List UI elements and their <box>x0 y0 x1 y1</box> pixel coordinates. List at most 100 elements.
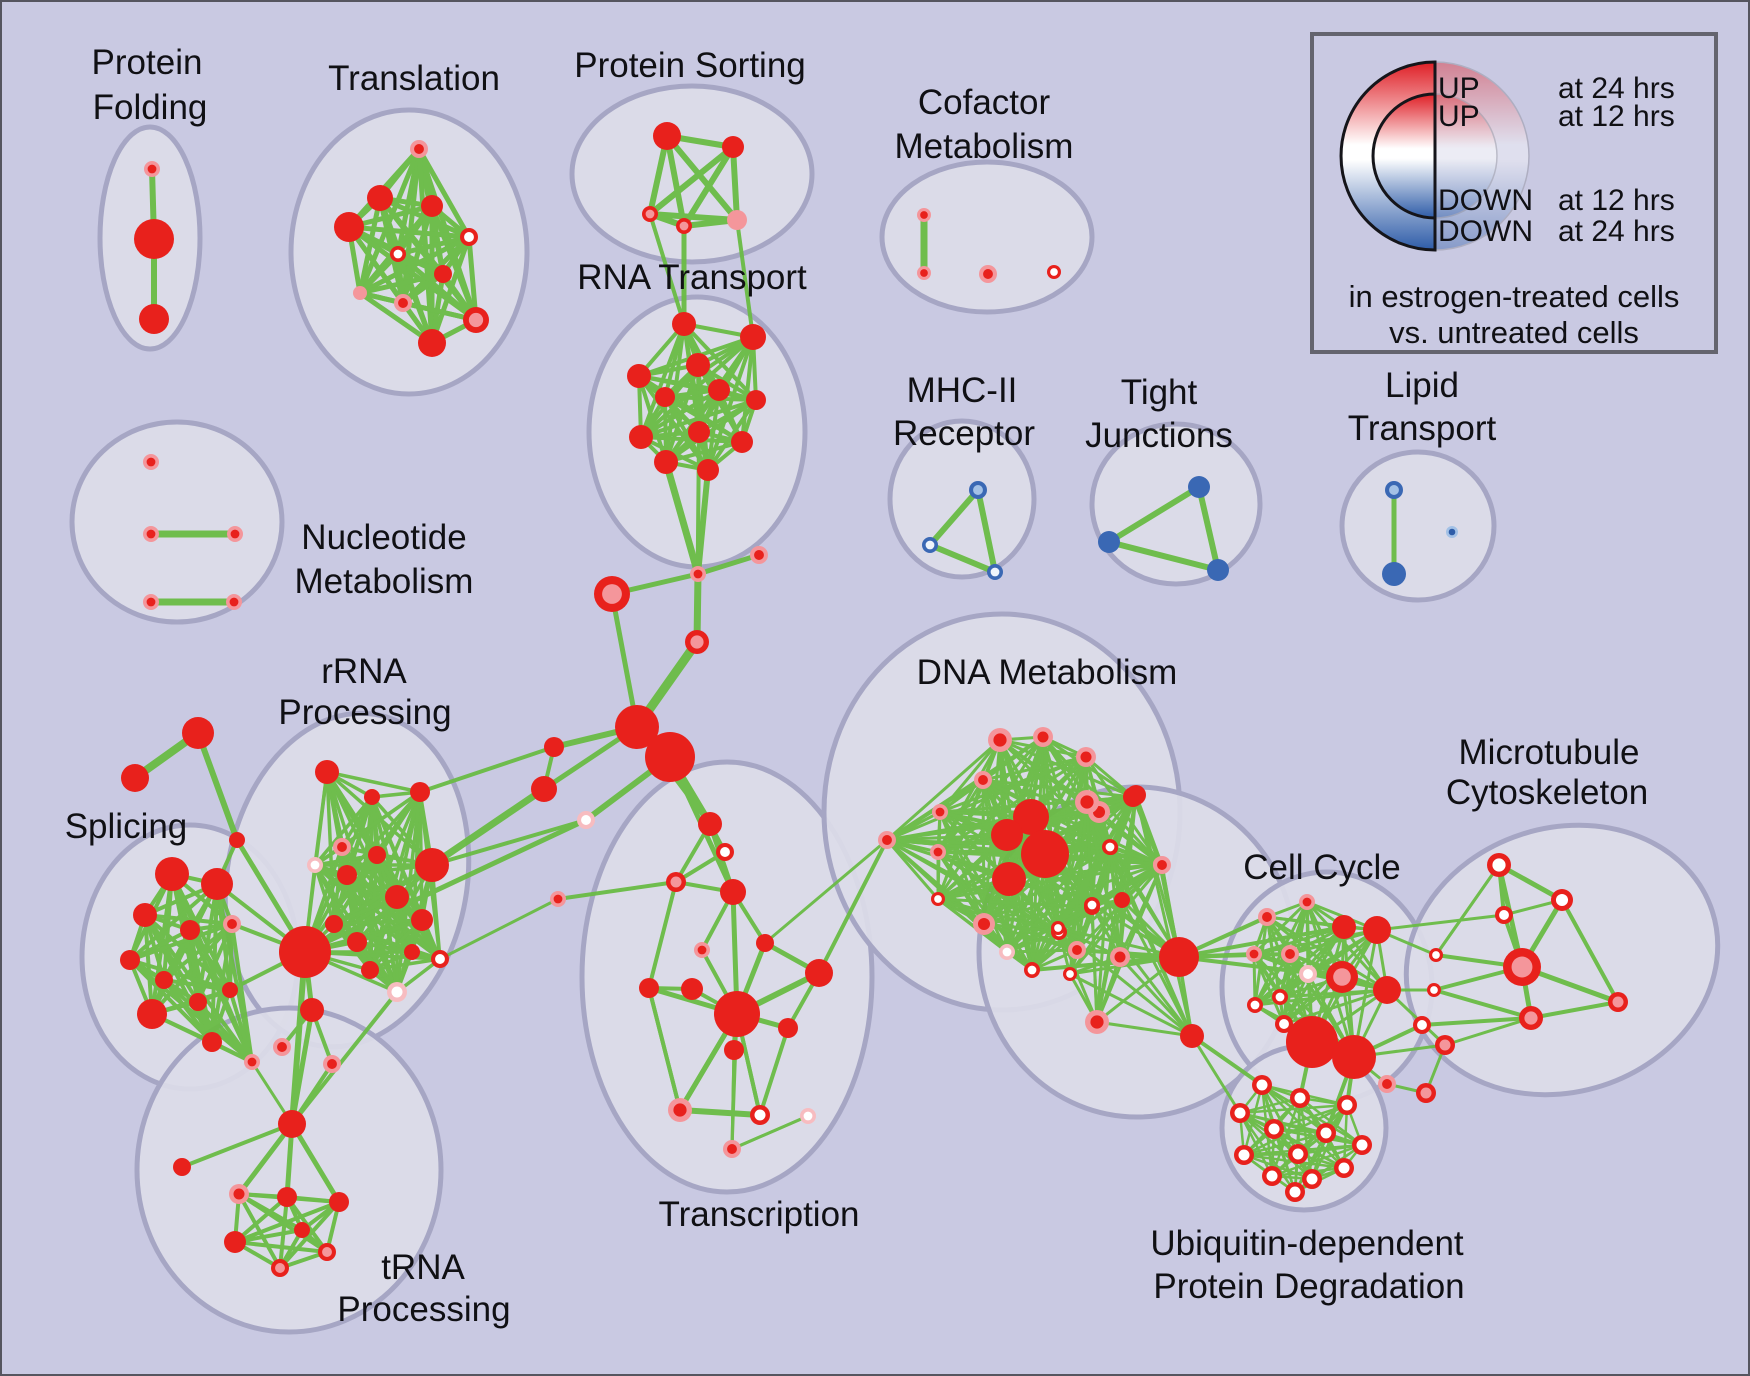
rrna-processing-edge <box>368 957 442 972</box>
rna-transport-node <box>708 379 730 401</box>
ubiquitin-degradation-node-center <box>1234 1107 1246 1119</box>
rrna-processing-node <box>279 926 331 978</box>
dna-metabolism-label: DNA Metabolism <box>917 653 1178 692</box>
trna-processing-edge <box>233 1200 341 1244</box>
legend-dir-up-12: UP <box>1438 100 1480 133</box>
rrna-processing-node <box>347 932 367 952</box>
microtubule-cytoskeleton-edge <box>1560 898 1620 1004</box>
mhc-ii-receptor-edge <box>927 487 981 548</box>
ubiquitin-degradation-node-center <box>1338 1162 1350 1174</box>
nucleotide-metabolism-ellipse <box>69 419 285 625</box>
rna-transport-node <box>655 387 675 407</box>
rrna-processing-node-center <box>337 842 347 852</box>
inter-cluster-edge <box>556 880 678 901</box>
inter-cluster-edge <box>817 838 889 975</box>
rrna-processing-node <box>315 760 339 784</box>
protein-sorting-edge <box>664 133 740 223</box>
nucleotide-metabolism-node-center <box>229 597 239 607</box>
cell-cycle-edge <box>1252 928 1379 956</box>
cell-cycle-node-center <box>1262 912 1272 922</box>
mhc-ii-receptor-edge <box>975 487 998 575</box>
mhc-ii-receptor-label: Receptor <box>893 414 1035 453</box>
rna-transport-edge <box>740 335 755 444</box>
nucleotide-metabolism-node-center <box>146 597 156 607</box>
inter-cluster-edge <box>648 212 686 326</box>
lipid-transport-node <box>1382 562 1406 586</box>
ubiquitin-degradation-node-center <box>1256 1079 1268 1091</box>
labels-layer: Protein Folding Translation Protein Sorting… <box>65 43 1648 1329</box>
protein-sorting-ellipse <box>569 83 815 265</box>
cell-cycle-edge <box>1056 845 1112 930</box>
trna-processing-edge <box>289 1121 342 1205</box>
lipid-transport-label: Transport <box>1348 409 1497 448</box>
lipid-transport-node-center <box>1448 528 1456 536</box>
trna-processing-edge <box>233 1240 329 1254</box>
rna-transport-label: RNA Transport <box>577 258 807 297</box>
cell-cycle-edge <box>1068 972 1194 1038</box>
trna-processing-edge <box>236 1121 295 1197</box>
cell-cycle-node <box>1159 937 1199 977</box>
protein-folding-label: Protein <box>92 43 203 82</box>
ubiquitin-degradation-node-center <box>1268 1123 1280 1135</box>
ubiquitin-degradation-node-center <box>1238 1149 1250 1161</box>
rrna-processing-node <box>364 789 380 805</box>
rna-transport-node <box>746 390 766 410</box>
trna-processing-node-center <box>233 1188 245 1200</box>
splicing-node <box>120 950 140 970</box>
translation-node-center <box>464 232 474 242</box>
transcription-node-center <box>697 945 707 955</box>
transcription-ellipse <box>579 759 875 1195</box>
rrna-processing-edge <box>332 853 379 926</box>
mhc-ii-receptor-ellipse <box>887 418 1037 580</box>
splicing-node <box>222 982 238 998</box>
translation-edge <box>400 203 435 306</box>
cell-cycle-node <box>1373 976 1401 1004</box>
cell-cycle-edge <box>1252 900 1309 956</box>
dna-metabolism-node-center <box>978 775 988 785</box>
tight-junctions-node <box>1188 476 1210 498</box>
dna-metabolism-node-center <box>935 807 945 817</box>
rna-transport-edge <box>664 398 758 464</box>
cell-cycle-node-center <box>1249 949 1259 959</box>
ubiquitin-degradation-edge <box>1238 1096 1302 1115</box>
rna-transport-node <box>654 450 678 474</box>
transcription-edge <box>677 1107 763 1118</box>
rrna-processing-node-center <box>310 860 320 870</box>
translation-edge <box>357 251 401 296</box>
translation-node-center <box>393 249 403 259</box>
inter-cluster-edge <box>735 218 755 339</box>
transcription-edge <box>647 880 678 990</box>
transcription-node <box>805 959 833 987</box>
microtubule-cytoskeleton-node-center <box>1432 951 1440 959</box>
inter-cluster-edge <box>1190 1034 1242 1115</box>
cell-cycle-edge <box>1056 800 1089 930</box>
dna-metabolism-node-center <box>977 917 991 931</box>
cell-cycle-node <box>1332 915 1356 939</box>
rna-transport-node <box>688 421 710 443</box>
trna-processing-node <box>329 1192 349 1212</box>
central-hub-node-center <box>754 550 764 560</box>
inter-cluster-edge <box>418 745 556 794</box>
lipid-transport-ellipse <box>1339 449 1497 603</box>
translation-node <box>418 329 446 357</box>
tight-junctions-node <box>1098 531 1120 553</box>
transcription-node-center <box>720 847 730 857</box>
cell-cycle-edge <box>1056 926 1181 959</box>
ubiquitin-degradation-edge <box>1238 1111 1364 1147</box>
cell-cycle-node-center <box>1382 1079 1392 1089</box>
dna-metabolism-edge <box>885 810 942 842</box>
cell-cycle-edge <box>1090 903 1099 1024</box>
microtubule-cytoskeleton-node-center <box>1612 996 1624 1008</box>
nucleotide-metabolism-node-center <box>146 457 156 467</box>
splicing-edge <box>230 922 254 1064</box>
cell-cycle-edge <box>1288 928 1379 956</box>
protein-sorting-node-center <box>645 209 655 219</box>
inter-cluster-edge <box>289 949 308 1127</box>
transcription-node <box>714 991 760 1037</box>
translation-edge <box>357 290 435 346</box>
splicing-edge <box>162 978 232 992</box>
protein-sorting-label: Protein Sorting <box>574 46 806 85</box>
cell-cycle-node-center <box>1087 900 1097 910</box>
cell-cycle-edge <box>1090 903 1194 1038</box>
